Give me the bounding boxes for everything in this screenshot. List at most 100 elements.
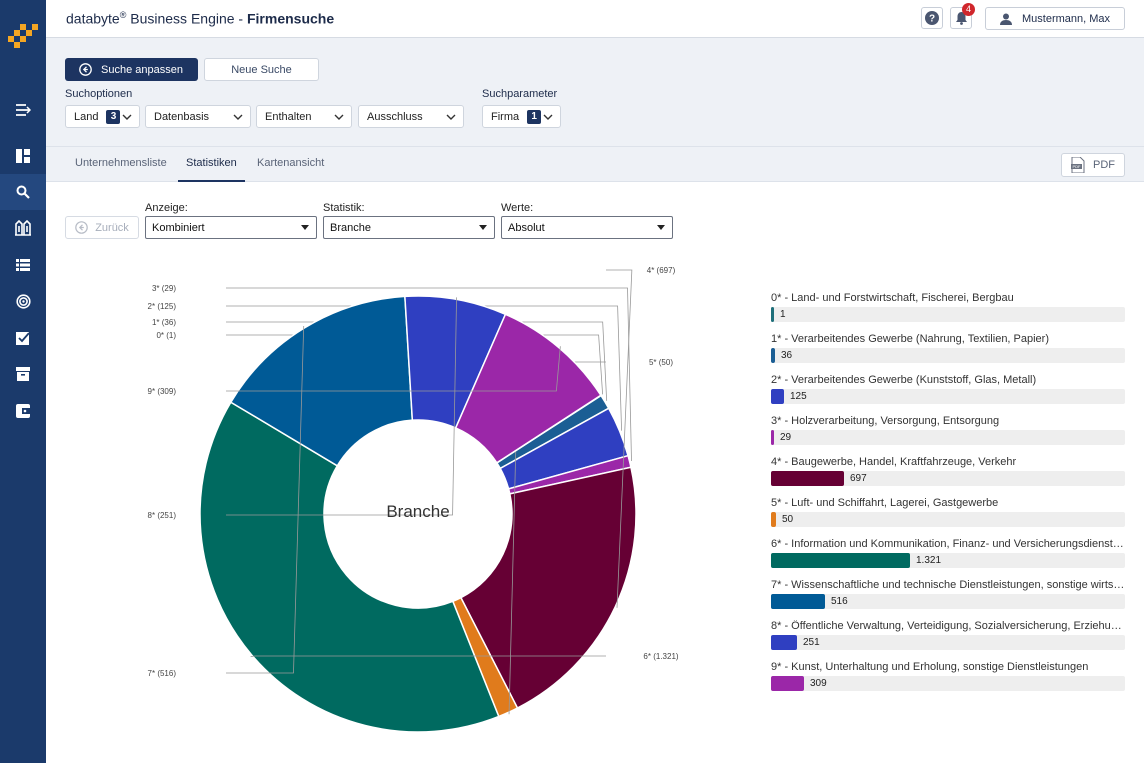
legend-bar-value: 309 bbox=[810, 678, 827, 689]
legend-item-7[interactable]: 7* - Wissenschaftliche und technische Di… bbox=[771, 576, 1125, 617]
legend-item-5[interactable]: 5* - Luft- und Schiffahrt, Lagerei, Gast… bbox=[771, 494, 1125, 535]
legend-bar-track: 36 bbox=[771, 348, 1125, 363]
legend-item-6[interactable]: 6* - Information und Kommunikation, Fina… bbox=[771, 535, 1125, 576]
legend-bar-value: 1.321 bbox=[916, 555, 942, 566]
caret-down-icon bbox=[479, 225, 487, 230]
target-icon[interactable] bbox=[0, 283, 46, 319]
statistik-select[interactable]: Branche bbox=[323, 216, 495, 239]
anzeige-select[interactable]: Kombiniert bbox=[145, 216, 317, 239]
legend-bar-track: 50 bbox=[771, 512, 1125, 527]
arrow-circle-icon bbox=[75, 221, 88, 234]
option-land-label: Land bbox=[74, 110, 99, 123]
slice-callout-line bbox=[606, 269, 633, 608]
legend-bar-value: 1 bbox=[780, 309, 786, 320]
anzeige-label: Anzeige: bbox=[145, 202, 188, 214]
legend-bar-fill bbox=[771, 635, 797, 650]
dashboard-icon[interactable] bbox=[0, 138, 46, 174]
chevron-down-icon bbox=[233, 114, 243, 120]
slice-callout-label: 3* (29) bbox=[152, 284, 176, 293]
legend-item-3[interactable]: 3* - Holzverarbeitung, Versorgung, Entso… bbox=[771, 412, 1125, 453]
pdf-export-button[interactable]: PDF PDF bbox=[1061, 153, 1125, 177]
legend-item-9[interactable]: 9* - Kunst, Unterhaltung und Erholung, s… bbox=[771, 658, 1125, 699]
legend-label: 7* - Wissenschaftliche und technische Di… bbox=[771, 579, 1125, 591]
svg-text:?: ? bbox=[929, 14, 935, 25]
legend-item-1[interactable]: 1* - Verarbeitendes Gewerbe (Nahrung, Te… bbox=[771, 330, 1125, 371]
legend-bar-track: 1 bbox=[771, 307, 1125, 322]
slice-callout-line bbox=[250, 655, 606, 658]
brand-mark: ® bbox=[119, 10, 127, 20]
param-firma-dropdown[interactable]: Firma 1 bbox=[482, 105, 561, 128]
building-icon[interactable] bbox=[0, 210, 46, 246]
legend-bar-track: 125 bbox=[771, 389, 1125, 404]
legend-item-0[interactable]: 0* - Land- und Forstwirtschaft, Fischere… bbox=[771, 289, 1125, 330]
slice-callout-line bbox=[226, 287, 632, 461]
legend-item-2[interactable]: 2* - Verarbeitendes Gewerbe (Kunststoff,… bbox=[771, 371, 1125, 412]
wallet-icon[interactable] bbox=[0, 393, 46, 429]
legend-bar-track: 1.321 bbox=[771, 553, 1125, 568]
param-firma-label: Firma bbox=[491, 110, 520, 123]
legend-label: 2* - Verarbeitendes Gewerbe (Kunststoff,… bbox=[771, 374, 1037, 386]
option-datenbasis-label: Datenbasis bbox=[154, 110, 210, 123]
user-name: Mustermann, Max bbox=[1022, 12, 1111, 25]
arrow-circle-icon bbox=[79, 63, 92, 76]
legend-bar-value: 36 bbox=[781, 350, 793, 361]
donut-slice-9[interactable] bbox=[454, 313, 602, 464]
pdf-file-icon: PDF bbox=[1071, 157, 1085, 173]
legend-bar-fill bbox=[771, 512, 776, 527]
legend-bar-value: 125 bbox=[790, 391, 807, 402]
slice-callout-label: 5* (50) bbox=[649, 358, 673, 367]
archive-icon[interactable] bbox=[0, 356, 46, 392]
slice-callout-label: 6* (1.321) bbox=[643, 652, 678, 661]
donut-slice-6[interactable] bbox=[199, 401, 500, 733]
anzeige-value: Kombiniert bbox=[152, 221, 205, 234]
option-enthalten-dropdown[interactable]: Enthalten bbox=[256, 105, 352, 128]
legend-bar-fill bbox=[771, 348, 775, 363]
header: databyte® Business Engine - Firmensuche … bbox=[46, 0, 1144, 38]
legend-label: 8* - Öffentliche Verwaltung, Verteidigun… bbox=[771, 620, 1125, 632]
donut-svg: 0* (1) 1* (36) 2* (125) 3* (29) 4* (697) 5* (… bbox=[148, 266, 679, 733]
legend-bar-value: 251 bbox=[803, 637, 820, 648]
option-land-dropdown[interactable]: Land 3 bbox=[65, 105, 140, 128]
legend-bar-fill bbox=[771, 471, 844, 486]
pdf-label: PDF bbox=[1093, 159, 1115, 171]
legend-bar-fill bbox=[771, 676, 804, 691]
tab-unternehmensliste[interactable]: Unternehmensliste bbox=[75, 157, 167, 169]
chart-center-label: Branche bbox=[386, 502, 450, 521]
legend-item-4[interactable]: 4* - Baugewerbe, Handel, Kraftfahrzeuge,… bbox=[771, 453, 1125, 494]
chevron-down-icon bbox=[334, 114, 344, 120]
option-land-count: 3 bbox=[106, 109, 121, 124]
legend-bar-fill bbox=[771, 389, 784, 404]
tab-kartenansicht[interactable]: Kartenansicht bbox=[257, 157, 325, 169]
option-enthalten-label: Enthalten bbox=[265, 110, 312, 123]
search-options-label: Suchoptionen bbox=[65, 88, 133, 100]
back-button[interactable]: Zurück bbox=[65, 216, 139, 239]
search-icon[interactable] bbox=[0, 174, 46, 210]
legend-label: 4* - Baugewerbe, Handel, Kraftfahrzeuge,… bbox=[771, 456, 1017, 468]
user-menu-button[interactable]: Mustermann, Max bbox=[985, 7, 1125, 30]
help-button[interactable]: ? bbox=[921, 7, 943, 29]
donut-slice-4[interactable] bbox=[459, 466, 637, 710]
list-icon[interactable] bbox=[0, 247, 46, 283]
legend-item-8[interactable]: 8* - Öffentliche Verwaltung, Verteidigun… bbox=[771, 617, 1125, 658]
search-params-label: Suchparameter bbox=[482, 88, 558, 100]
option-datenbasis-dropdown[interactable]: Datenbasis bbox=[145, 105, 251, 128]
legend-bar-track: 697 bbox=[771, 471, 1125, 486]
adjust-search-button[interactable]: Suche anpassen bbox=[65, 58, 198, 81]
help-icon: ? bbox=[925, 11, 939, 25]
logo-icon[interactable] bbox=[8, 24, 38, 48]
werte-select[interactable]: Absolut bbox=[501, 216, 673, 239]
notifications-button[interactable]: 4 bbox=[950, 3, 975, 29]
legend-label: 6* - Information und Kommunikation, Fina… bbox=[771, 538, 1125, 550]
slice-callout-label: 4* (697) bbox=[647, 266, 676, 275]
donut-slice-7[interactable] bbox=[229, 295, 414, 467]
new-search-button[interactable]: Neue Suche bbox=[204, 58, 319, 81]
legend-bar-fill bbox=[771, 430, 774, 445]
menu-expand-icon[interactable] bbox=[0, 92, 46, 128]
back-label: Zurück bbox=[95, 221, 129, 234]
checklist-icon[interactable] bbox=[0, 320, 46, 356]
werte-label: Werte: bbox=[501, 202, 534, 214]
tab-statistiken[interactable]: Statistiken bbox=[186, 157, 237, 169]
option-ausschluss-dropdown[interactable]: Ausschluss bbox=[358, 105, 464, 128]
slice-callout-line bbox=[226, 297, 457, 516]
active-tab-indicator bbox=[178, 180, 245, 182]
